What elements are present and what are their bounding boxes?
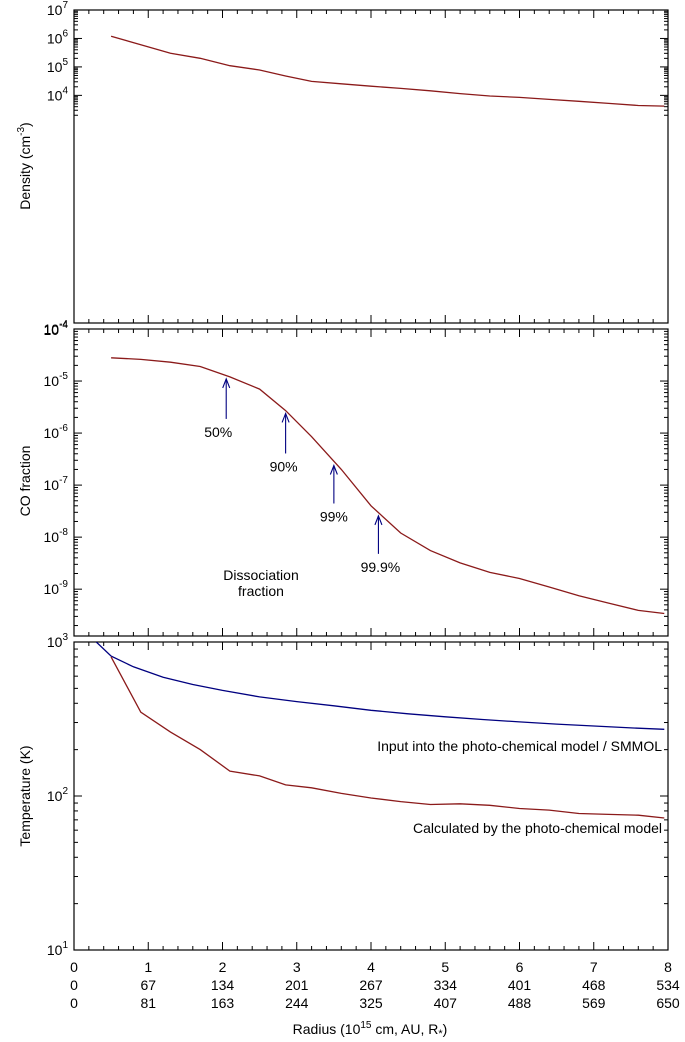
co-fraction-y-ticks: 10-9 10-8 10-7 10-6 10-5 10-4 — [44, 319, 669, 636]
x-tick-label-row2: 0 — [70, 977, 78, 993]
annotation-label: 50% — [204, 424, 232, 440]
y-tick-label: 101 — [47, 940, 69, 958]
temperature-plot-frame — [73, 641, 669, 951]
dissociation-annotations: 50% 90% 99% 99.9% — [204, 377, 401, 575]
x-tick-label-row2: 401 — [508, 977, 532, 993]
annotation-label: 90% — [270, 458, 298, 474]
legend-calculated-model: Calculated by the photo-chemical model — [413, 820, 662, 836]
series-line-0 — [95, 642, 665, 730]
y-tick-label: 102 — [47, 786, 69, 804]
y-tick-label: 105 — [47, 57, 69, 75]
x-tick-label-row3: 163 — [211, 995, 235, 1011]
y-tick-label: 10-4 — [44, 319, 69, 337]
x-tick-label-row3: 488 — [508, 995, 532, 1011]
x-axis: 0 0 0 1 67 81 2 134 163 3 201 244 4 267 325 5 334 407 6 401… — [70, 959, 680, 1011]
legend-input-model: Input into the photo-chemical model / SM… — [377, 738, 662, 754]
x-tick-label-row1: 8 — [664, 959, 672, 975]
x-tick-label-row1: 5 — [441, 959, 449, 975]
temperature-y-ticks: 101 102 103 — [47, 632, 669, 958]
co-fraction-panel: 10-910-810-710-610-510-4 50%90%99%99.9% … — [17, 319, 669, 637]
x-tick-label-row1: 1 — [144, 959, 152, 975]
y-tick-label: 10-6 — [44, 423, 69, 441]
x-tick-label-row3: 244 — [285, 995, 309, 1011]
y-tick-label: 10-8 — [44, 527, 69, 545]
x-tick-label-row3: 325 — [359, 995, 383, 1011]
y-tick-label: 10-7 — [44, 475, 69, 493]
annotation-arrowhead — [222, 377, 231, 389]
density-series — [110, 35, 665, 107]
x-tick-label-row3: 0 — [70, 995, 78, 1011]
temperature-panel: 101 102 103 Input into the photo-chemical … — [17, 632, 669, 958]
y-tick-label: 10-9 — [44, 579, 69, 597]
x-tick-label-row1: 0 — [70, 959, 78, 975]
x-axis-label: Radius (1015 cm, AU, R*) — [293, 1020, 448, 1040]
y-tick-label: 10-4 — [44, 320, 69, 338]
x-tick-label-row1: 7 — [590, 959, 598, 975]
co-fraction-series — [111, 357, 665, 615]
x-tick-label-row2: 334 — [434, 977, 458, 993]
annotation-label: 99.9% — [361, 559, 401, 575]
annotation-label: 99% — [320, 509, 348, 525]
y-tick-label: 107 — [47, 0, 69, 18]
y-tick-label: 106 — [47, 28, 69, 46]
density-panel: 104 105 106 107 10-4 Density (cm-3) — [16, 0, 669, 338]
x-tick-label-row2: 201 — [285, 977, 309, 993]
x-tick-label-row3: 650 — [656, 995, 680, 1011]
annotation-arrowhead — [374, 514, 383, 526]
annotation-arrowhead — [281, 411, 290, 423]
x-tick-label-row3: 81 — [140, 995, 156, 1011]
dissociation-note-line1: Dissociation — [223, 567, 298, 583]
x-tick-label-row1: 2 — [219, 959, 227, 975]
density-plot-frame — [73, 9, 669, 324]
y-tick-label: 104 — [47, 85, 69, 103]
temperature-series — [95, 642, 665, 819]
density-y-axis-label: Density (cm-3) — [16, 122, 33, 209]
series-line-1 — [110, 656, 665, 819]
dissociation-note-line2: fraction — [238, 583, 284, 599]
x-tick-label-row3: 407 — [434, 995, 458, 1011]
x-tick-label-row1: 3 — [293, 959, 301, 975]
x-tick-label-row1: 6 — [516, 959, 524, 975]
co-fraction-plot-frame — [73, 328, 669, 637]
co-fraction-y-axis-label: CO fraction — [17, 446, 33, 517]
annotation-arrowhead — [329, 463, 338, 475]
x-tick-label-row1: 4 — [367, 959, 375, 975]
temperature-y-axis-label: Temperature (K) — [17, 745, 33, 846]
density-y-ticks: 104 105 106 107 10-4 — [44, 0, 669, 338]
y-tick-label: 10-5 — [44, 371, 69, 389]
y-tick-label: 103 — [47, 632, 69, 650]
x-tick-label-row2: 267 — [359, 977, 383, 993]
series-line-0 — [110, 35, 665, 107]
x-tick-label-row3: 569 — [582, 995, 606, 1011]
x-tick-label-row2: 134 — [211, 977, 235, 993]
x-tick-label-row2: 468 — [582, 977, 606, 993]
x-tick-label-row2: 67 — [140, 977, 156, 993]
x-tick-label-row2: 534 — [656, 977, 680, 993]
series-line-0 — [111, 357, 665, 615]
